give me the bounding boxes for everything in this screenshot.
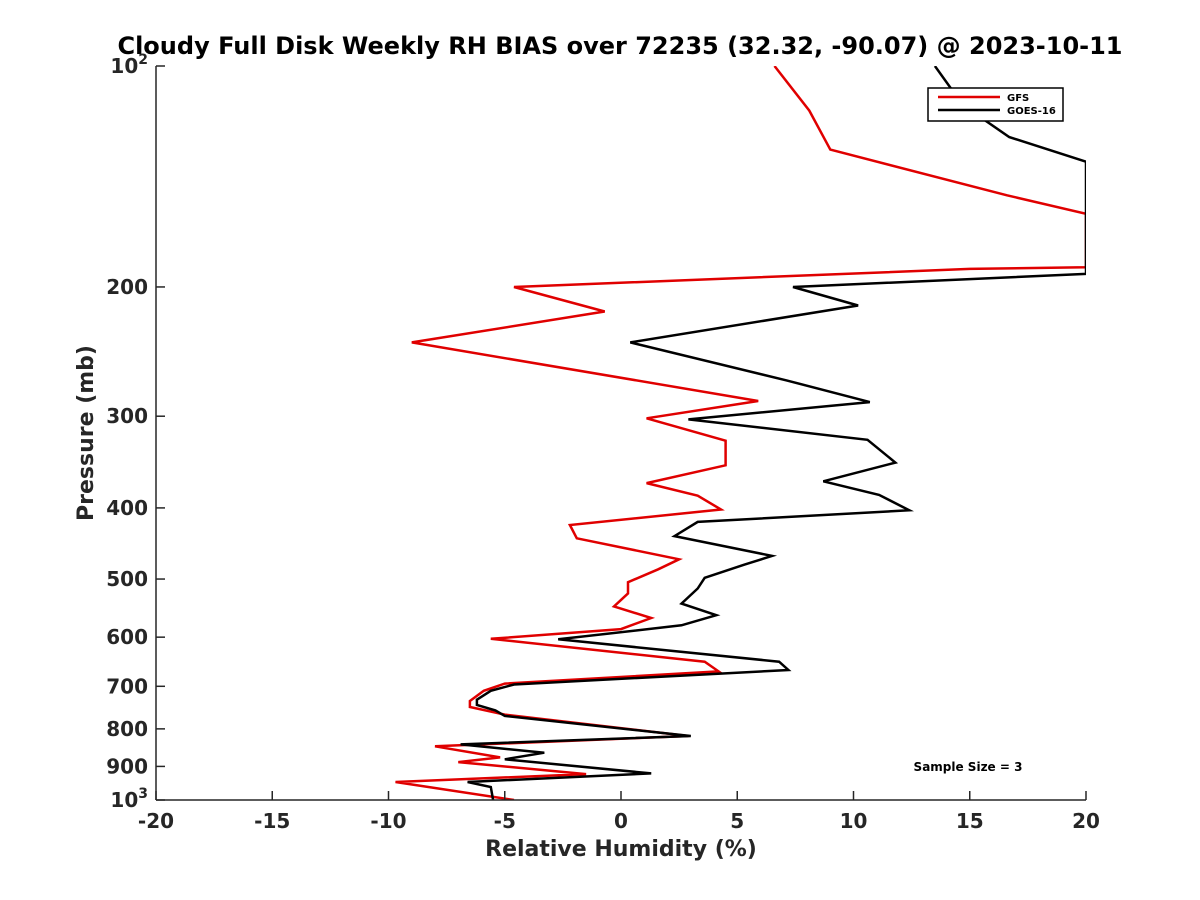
series-layer [395,66,1086,800]
legend-box [927,87,1064,122]
x-axis-label: Relative Humidity (%) [485,837,757,862]
x-tick-label: -10 [370,809,406,833]
legend: GFS GOES-16 [927,87,1064,122]
y-tick-label: 800 [106,717,148,741]
y-tick-label: 200 [106,275,148,299]
x-tick-label: -5 [494,809,516,833]
y-tick-label: 600 [106,625,148,649]
x-tick-label: 15 [956,809,984,833]
legend-label-gfs: GFS [1007,93,1029,104]
y-axis-label: Pressure (mb) [74,345,99,521]
y-tick-label: 300 [106,404,148,428]
x-ticks: -20 -15 -10 -5 0 5 10 15 20 [138,791,1100,833]
x-tick-label: -20 [138,809,174,833]
y-tick-label: 102 [110,52,148,78]
y-tick-label: 103 [110,786,148,812]
x-tick-label: 20 [1072,809,1100,833]
y-ticks: 102 200 300 400 500 600 700 800 900 103 [106,52,165,812]
x-tick-label: 5 [730,809,744,833]
y-tick-label: 500 [106,567,148,591]
x-tick-label: -15 [254,809,290,833]
x-tick-label: 0 [614,809,628,833]
chart-title: Cloudy Full Disk Weekly RH BIAS over 722… [117,32,1122,60]
legend-label-goes16: GOES-16 [1007,106,1056,117]
y-tick-label: 700 [106,674,148,698]
y-tick-label: 400 [106,496,148,520]
y-tick-label: 900 [106,754,148,778]
x-tick-label: 10 [840,809,868,833]
series-line-goes16 [460,66,1086,800]
sample-size-note: Sample Size = 3 [914,760,1023,774]
